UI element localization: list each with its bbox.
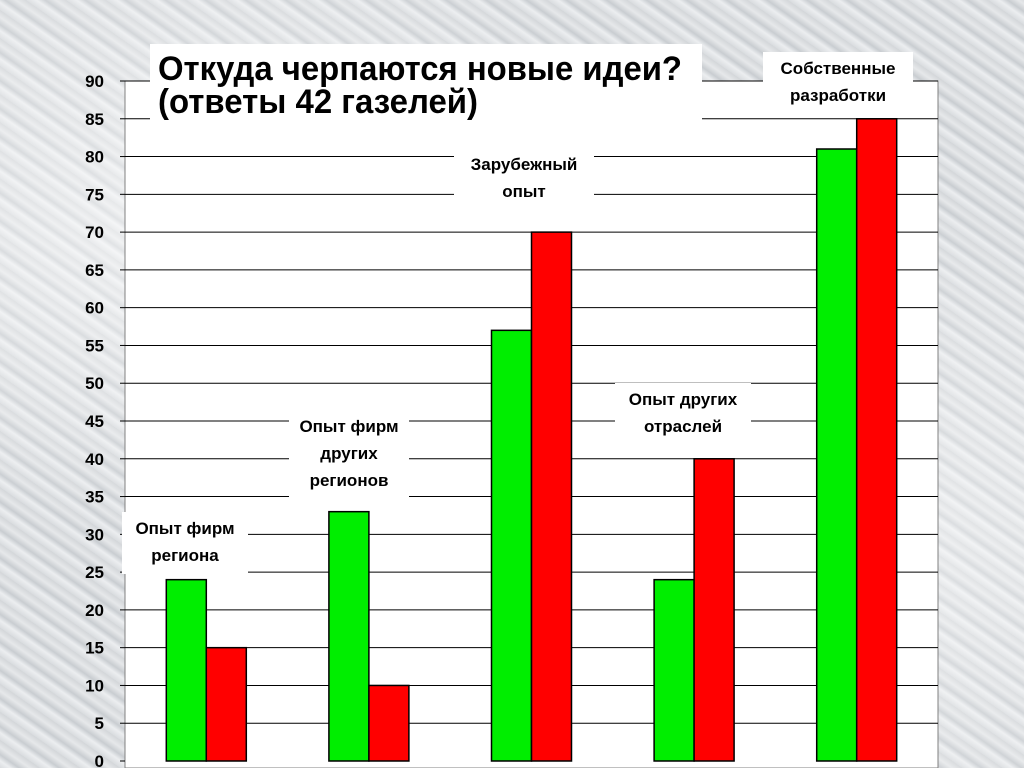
category-label: региона xyxy=(151,546,219,565)
y-tick-label: 15 xyxy=(85,639,104,658)
y-tick-label: 25 xyxy=(85,563,104,582)
title-line-2: (ответы 42 газелей) xyxy=(158,83,478,121)
y-tick-label: 10 xyxy=(85,676,104,695)
category-annotations: Опыт фирм региона Опыт фирм других регионов З… xyxy=(122,52,913,574)
title-box xyxy=(150,44,702,122)
y-tick-label: 35 xyxy=(85,488,104,507)
bar-series-1-cat-2 xyxy=(328,510,370,762)
bar-series-1-cat-5 xyxy=(815,148,858,762)
category-label: Опыт фирм xyxy=(299,417,398,436)
chart-title: Откуда черпаются новые идеи? (ответы 42 … xyxy=(150,44,702,122)
y-tick-label: 65 xyxy=(85,261,104,280)
category-label-box xyxy=(289,410,409,499)
category-label: отраслей xyxy=(644,417,722,436)
y-tick-label: 80 xyxy=(85,148,104,167)
y-tick-label: 70 xyxy=(85,223,104,242)
bars xyxy=(165,118,898,762)
category-label-box xyxy=(454,148,594,210)
bar-series-1-cat-3 xyxy=(490,329,533,762)
y-tick-label: 55 xyxy=(85,336,104,355)
category-label: регионов xyxy=(310,471,389,490)
y-tick-label: 45 xyxy=(85,412,104,431)
y-tick-label: 30 xyxy=(85,525,104,544)
bar-series-2-cat-4 xyxy=(693,458,735,762)
category-label: Собственные xyxy=(781,59,896,78)
y-tick-label: 50 xyxy=(85,374,104,393)
bar-series-1-cat-1 xyxy=(165,578,208,762)
y-tick-label: 75 xyxy=(85,185,104,204)
category-label: Зарубежный xyxy=(471,155,578,174)
category-label: разработки xyxy=(790,86,886,105)
y-tick-label: 0 xyxy=(95,752,104,768)
category-label: опыт xyxy=(502,182,546,201)
bar-series-2-cat-1 xyxy=(205,646,248,762)
y-axis-ticks: 0 5 10 15 20 25 30 35 40 45 50 55 60 65 70 75 80 85 90 xyxy=(85,72,104,768)
category-label: других xyxy=(320,444,378,463)
bar-series-2-cat-5 xyxy=(855,118,898,762)
y-tick-label: 85 xyxy=(85,110,104,129)
y-tick-label: 90 xyxy=(85,72,104,91)
bar-series-1-cat-4 xyxy=(653,578,695,762)
category-label-box xyxy=(615,383,751,445)
y-tick-label: 20 xyxy=(85,601,104,620)
y-tick-label: 60 xyxy=(85,299,104,318)
category-label-box xyxy=(763,52,913,114)
bar-series-2-cat-3 xyxy=(530,231,573,762)
bar-series-2-cat-2 xyxy=(368,684,410,762)
category-label: Опыт других xyxy=(629,390,738,409)
title-line-1: Откуда черпаются новые идеи? xyxy=(158,50,682,88)
category-label-box xyxy=(122,512,248,574)
y-tick-label: 5 xyxy=(95,714,104,733)
y-tick-label: 40 xyxy=(85,450,104,469)
category-label: Опыт фирм xyxy=(135,519,234,538)
